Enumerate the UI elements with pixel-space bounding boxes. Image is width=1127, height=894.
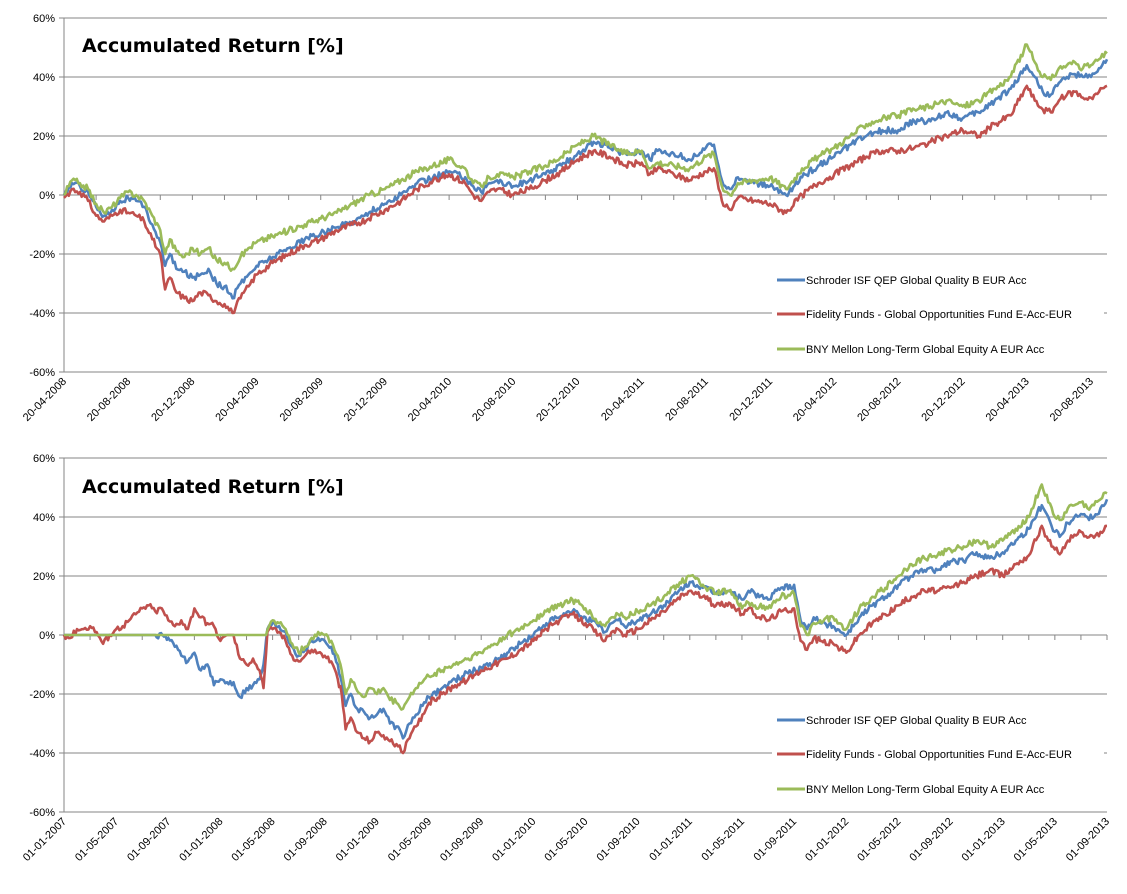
legend-background — [772, 262, 1104, 366]
chart-bottom-svg: Accumulated Return [%] 60% 40% 20% 0% -20% -4… — [21, 453, 1112, 864]
y-tick-label: 40% — [33, 72, 55, 84]
x-tick-label: 01-09-2008 — [282, 816, 330, 864]
series-line-fidelity — [63, 84, 1108, 315]
legend-label-fidelity: Fidelity Funds - Global Opportunities Fu… — [806, 749, 1072, 761]
x-tick-label: 20-12-2011 — [727, 376, 775, 424]
x-tick-label: 01-05-2007 — [73, 816, 121, 864]
x-tick-label: 20-04-2010 — [406, 376, 454, 424]
x-tick-labels: 01-01-2007 01-05-2007 01-09-2007 01-01-2008… — [21, 816, 1112, 864]
x-tick-label: 20-04-2008 — [21, 376, 69, 424]
x-tick-label: 20-04-2011 — [599, 376, 647, 424]
legend-background — [772, 702, 1104, 806]
y-tick-label: -40% — [29, 308, 55, 320]
legend-label-schroder: Schroder ISF QEP Global Quality B EUR Ac… — [806, 715, 1027, 727]
legend-label-fidelity: Fidelity Funds - Global Opportunities Fu… — [806, 309, 1072, 321]
x-tick-label: 20-04-2013 — [984, 376, 1032, 424]
chart-top-svg: Accumulated Return [%] 60% 40% 20% 0% -20% -4… — [21, 13, 1109, 424]
x-tick-label: 01-01-2011 — [647, 816, 695, 864]
series-line-schroder — [64, 498, 1109, 740]
x-tick-label: 01-09-2012 — [907, 816, 955, 864]
y-tick-label: 40% — [33, 512, 55, 524]
x-tick-labels: 20-04-2008 20-08-2008 20-12-2008 20-04-2009… — [21, 376, 1096, 424]
legend-label-bny: BNY Mellon Long-Term Global Equity A EUR… — [806, 784, 1045, 796]
x-tick-label: 01-09-2013 — [1064, 816, 1112, 864]
x-tick-label: 01-01-2012 — [803, 816, 851, 864]
x-tick-label: 01-05-2010 — [542, 816, 590, 864]
x-tick-label: 20-08-2011 — [663, 376, 711, 424]
legend: Schroder ISF QEP Global Quality B EUR Ac… — [772, 262, 1104, 366]
x-tick-label: 01-05-2009 — [386, 816, 434, 864]
y-tick-labels: 60% 40% 20% 0% -20% -40% -60% — [29, 453, 55, 819]
y-tick-label: 0% — [39, 190, 55, 202]
x-tick-label: 01-01-2009 — [334, 816, 382, 864]
y-tick-label: -60% — [29, 807, 55, 819]
legend: Schroder ISF QEP Global Quality B EUR Ac… — [772, 702, 1104, 806]
y-tick-label: -20% — [29, 249, 55, 261]
series-lines — [62, 483, 1109, 755]
gridlines — [64, 17, 1107, 373]
series-lines — [62, 43, 1109, 315]
legend-label-schroder: Schroder ISF QEP Global Quality B EUR Ac… — [806, 275, 1027, 287]
x-tick-label: 20-08-2013 — [1048, 376, 1096, 424]
x-tick-label: 20-08-2008 — [85, 376, 133, 424]
series-line-bny — [63, 43, 1108, 272]
legend-label-bny: BNY Mellon Long-Term Global Equity A EUR… — [806, 344, 1045, 356]
y-tick-label: -40% — [29, 748, 55, 760]
x-tick-label: 01-01-2010 — [490, 816, 538, 864]
y-tick-label: 20% — [33, 571, 55, 583]
series-line-fidelity — [62, 524, 1107, 755]
y-tick-label: -60% — [29, 367, 55, 379]
x-tick-label: 01-09-2011 — [752, 816, 800, 864]
chart-title: Accumulated Return [%] — [82, 476, 344, 498]
chart-top: Accumulated Return [%] 60% 40% 20% 0% -20% -4… — [0, 0, 1127, 445]
x-tick-label: 20-08-2010 — [470, 376, 518, 424]
y-tick-label: 0% — [39, 630, 55, 642]
x-tick-label: 01-09-2010 — [594, 816, 642, 864]
x-tick-label: 01-01-2008 — [177, 816, 225, 864]
y-tick-label: 20% — [33, 131, 55, 143]
series-line-bny — [64, 483, 1108, 711]
y-tick-label: 60% — [33, 453, 55, 465]
x-tick-label: 01-05-2012 — [855, 816, 903, 864]
x-tick-label: 20-04-2012 — [791, 376, 839, 424]
y-tick-label: 60% — [33, 13, 55, 25]
x-tick-label: 01-01-2007 — [21, 816, 69, 864]
x-tick-label: 20-12-2012 — [919, 376, 967, 424]
x-tick-label: 20-08-2012 — [855, 376, 903, 424]
y-tick-labels: 60% 40% 20% 0% -20% -40% -60% — [29, 13, 55, 379]
x-tick-label: 20-12-2008 — [149, 376, 197, 424]
x-tick-label: 01-05-2011 — [699, 816, 747, 864]
x-tick-label: 01-09-2009 — [438, 816, 486, 864]
chart-title: Accumulated Return [%] — [82, 35, 344, 57]
x-tick-label: 20-12-2009 — [342, 376, 390, 424]
x-tick-label: 01-01-2013 — [960, 816, 1008, 864]
x-tick-label: 20-04-2009 — [213, 376, 261, 424]
y-tick-label: -20% — [29, 689, 55, 701]
series-line-schroder — [62, 58, 1109, 300]
x-tick-label: 01-05-2013 — [1012, 816, 1060, 864]
x-tick-label: 20-08-2009 — [278, 376, 326, 424]
chart-bottom: Accumulated Return [%] 60% 40% 20% 0% -20% -4… — [0, 440, 1127, 894]
x-tick-label: 01-09-2007 — [125, 816, 173, 864]
x-tick-label: 20-12-2010 — [534, 376, 582, 424]
x-tick-label: 01-05-2008 — [229, 816, 277, 864]
